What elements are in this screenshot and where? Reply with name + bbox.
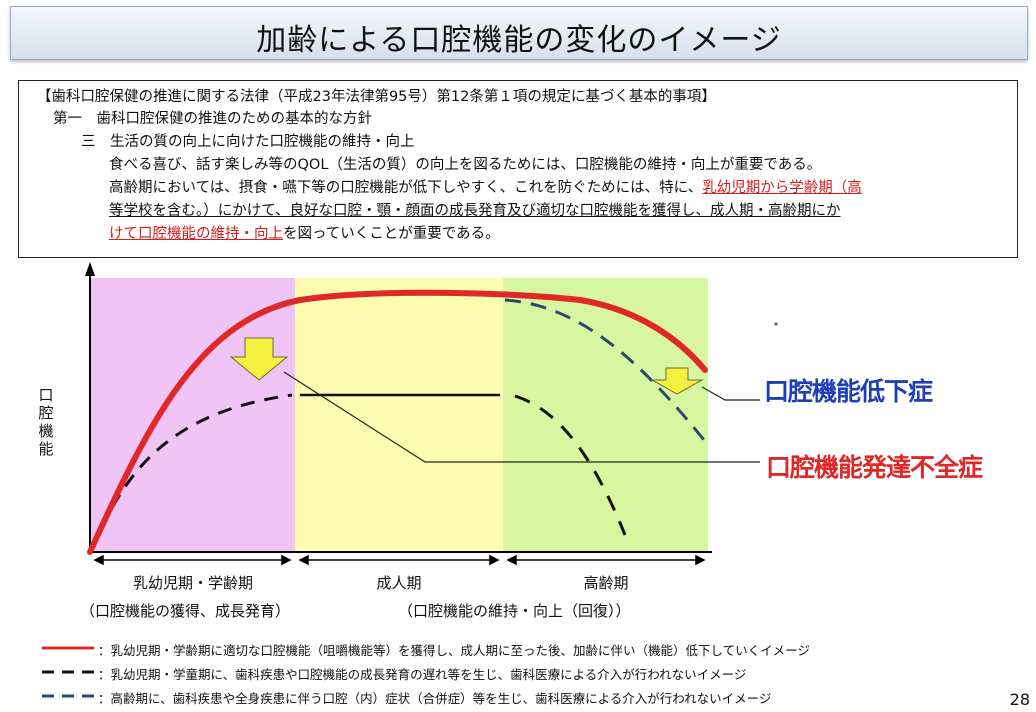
- period-bg-elderly: [503, 278, 708, 552]
- legend-black-text: ：乳幼児期・学童期に、歯科疾患や口腔機能の成長発育の遅れ等を生じ、歯科医療による…: [98, 667, 747, 682]
- leader-line-blue: [701, 386, 760, 401]
- law-text-emphasis: けて口腔機能の維持・向上: [109, 226, 283, 242]
- leader-line-red: [283, 371, 760, 463]
- law-text-emphasis-line: 等学校を含む。）にかけて、良好な口腔・顎・顔面の成長発育及び適切な口腔機能を獲得…: [109, 203, 841, 219]
- y-axis-arrowhead: [85, 262, 95, 276]
- law-text-plain: 高齢期においては、摂食・嚥下等の口腔機能が低下しやすく、これを防ぐためには、特に…: [109, 180, 703, 196]
- law-section: 第一 歯科口腔保健の推進のための基本的な方針: [53, 111, 372, 127]
- law-text-box: 【歯科口腔保健の推進に関する法律（平成23年法律第95号）第12条第１項の規定に…: [18, 80, 1018, 258]
- period-sub-right: （口腔機能の維持・向上（回復））: [398, 602, 631, 620]
- page-number: 28: [1009, 690, 1030, 709]
- law-paragraph-3: けて口腔機能の維持・向上を図っていくことが重要である。: [109, 224, 500, 244]
- law-paragraph-1: 食べる喜び、話す楽しみ等のQOL（生活の質）の向上を図るためには、口腔機能の維持…: [109, 157, 822, 173]
- blue-dashed-curve: [504, 298, 710, 446]
- page-title: 加齢による口腔機能の変化のイメージ: [256, 23, 782, 58]
- annotation-developmental-insufficiency: 口腔機能発達不全症: [766, 453, 983, 482]
- yellow-down-arrow-left: [229, 337, 289, 381]
- law-text-emphasis: 乳幼児期から学齢期（高: [702, 180, 862, 196]
- period-span-arrows: [93, 554, 706, 566]
- annotation-oral-hypofunction: 口腔機能低下症: [764, 377, 933, 406]
- period-bg-adult: [295, 278, 503, 552]
- law-heading: 【歯科口腔保健の推進に関する法律（平成23年法律第95号）第12条第１項の規定に…: [37, 89, 716, 105]
- period-bg-childhood: [90, 278, 295, 552]
- legend-red-text: ：乳幼児期・学齢期に適切な口腔機能（咀嚼機能等）を獲得し、成人期に至った後、加齢…: [98, 643, 810, 658]
- period-label-childhood: 乳幼児期・学齢期: [132, 574, 253, 592]
- legend-blue-text: ：高齢期に、歯科疾患や全身疾患に伴う口腔（内）症状（合併症）等を生じ、歯科医療に…: [98, 691, 772, 706]
- law-text-plain: を図っていくことが重要である。: [283, 226, 500, 242]
- y-axis-label: 口腔機能: [38, 386, 54, 458]
- law-paragraph-2: 高齢期においては、摂食・嚥下等の口腔機能が低下しやすく、これを防ぐためには、特に…: [109, 178, 862, 198]
- stray-mark: [774, 322, 778, 326]
- title-bar: 加齢による口腔機能の変化のイメージ: [10, 6, 1028, 60]
- red-main-curve: [87, 289, 708, 555]
- law-subsection: 三 生活の質の向上に向けた口腔機能の維持・向上: [81, 134, 415, 150]
- period-label-elderly: 高齢期: [583, 574, 629, 592]
- period-sub-left: （口腔機能の獲得、成長発育）: [80, 602, 291, 620]
- black-dashed-curve-decline: [514, 394, 627, 536]
- period-label-adult: 成人期: [376, 574, 422, 592]
- yellow-down-arrow-right: [650, 367, 704, 395]
